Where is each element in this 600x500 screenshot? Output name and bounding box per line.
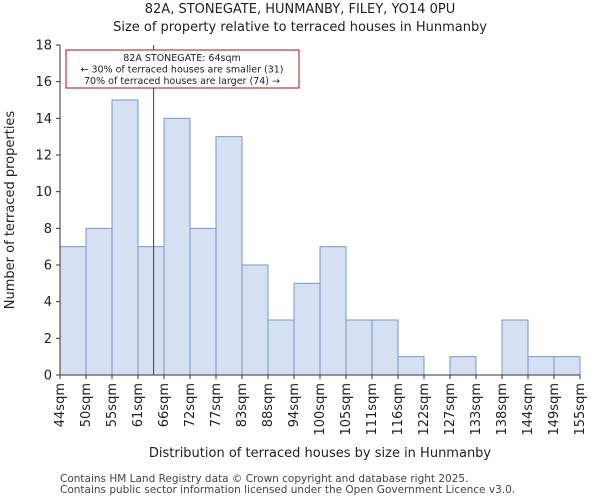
x-tick-label: 55sqm xyxy=(105,383,120,427)
x-tick-label: 44sqm xyxy=(53,383,68,427)
x-tick-label: 100sqm xyxy=(313,383,328,436)
x-tick-label: 77sqm xyxy=(209,383,224,427)
x-tick-label: 122sqm xyxy=(417,383,432,436)
y-tick-label: 18 xyxy=(35,39,52,54)
chart-title: 82A, STONEGATE, HUNMANBY, FILEY, YO14 0P… xyxy=(144,2,456,17)
bar xyxy=(59,246,87,376)
y-tick-label: 6 xyxy=(44,259,52,274)
x-tick-label: 88sqm xyxy=(261,383,276,427)
x-tick-label: 127sqm xyxy=(443,383,458,436)
bar xyxy=(241,264,269,376)
annotation-box xyxy=(65,49,300,89)
bar xyxy=(371,319,399,376)
y-tick-label: 0 xyxy=(44,369,52,384)
bar xyxy=(449,356,477,376)
bar xyxy=(215,136,243,376)
bar xyxy=(527,356,555,376)
x-tick-label: 133sqm xyxy=(469,383,484,436)
annotation-line: 82A STONEGATE: 64sqm xyxy=(123,53,241,64)
x-tick-label: 111sqm xyxy=(365,383,380,436)
bar xyxy=(267,319,295,376)
y-tick-label: 4 xyxy=(44,295,52,310)
x-tick-label: 50sqm xyxy=(79,383,94,427)
x-tick-label: 94sqm xyxy=(287,383,302,427)
bar xyxy=(319,246,347,376)
bar xyxy=(553,356,581,376)
x-tick-label: 149sqm xyxy=(547,383,562,436)
y-tick-label: 2 xyxy=(44,332,52,347)
x-tick-label: 144sqm xyxy=(521,383,536,436)
y-tick-label: 12 xyxy=(35,149,52,164)
bar xyxy=(345,319,373,376)
x-tick-label: 138sqm xyxy=(495,383,510,436)
bar xyxy=(293,282,321,376)
x-tick-label: 155sqm xyxy=(573,383,588,436)
x-tick-label: 116sqm xyxy=(391,383,406,436)
y-axis-label: Number of terraced properties xyxy=(3,111,18,310)
y-tick-label: 10 xyxy=(35,185,52,200)
footer-line-1: Contains HM Land Registry data © Crown c… xyxy=(60,473,469,485)
annotation-line: ← 30% of terraced houses are smaller (31… xyxy=(80,65,283,76)
x-tick-label: 61sqm xyxy=(131,383,146,427)
bar xyxy=(111,99,139,376)
bar xyxy=(397,356,425,376)
footer-line-2: Contains public sector information licen… xyxy=(60,484,516,496)
bar xyxy=(189,227,217,376)
x-tick-label: 72sqm xyxy=(183,383,198,427)
y-tick-label: 8 xyxy=(44,222,52,237)
x-tick-label: 105sqm xyxy=(339,383,354,436)
x-tick-label: 66sqm xyxy=(157,383,172,427)
y-tick-label: 14 xyxy=(35,112,52,127)
bar xyxy=(163,117,191,376)
bar xyxy=(137,246,165,376)
bar xyxy=(85,227,113,376)
y-tick-label: 16 xyxy=(35,75,52,90)
chart-subtitle: Size of property relative to terraced ho… xyxy=(113,20,487,35)
annotation-line: 70% of terraced houses are larger (74) → xyxy=(84,76,280,87)
x-tick-label: 83sqm xyxy=(235,383,250,427)
bar xyxy=(501,319,529,376)
x-axis-label: Distribution of terraced houses by size … xyxy=(149,446,492,461)
